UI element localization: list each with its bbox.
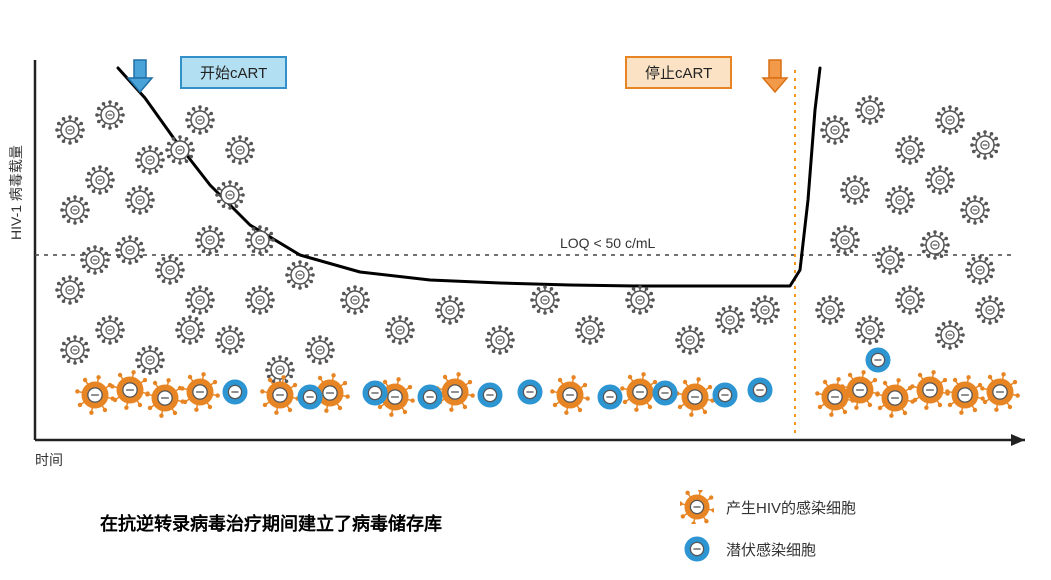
- productive-cell-icon: [680, 490, 714, 524]
- start-cart-label: 开始cART: [180, 56, 287, 89]
- chart-caption: 在抗逆转录病毒治疗期间建立了病毒储存库: [100, 510, 442, 536]
- latent-cell-icon: [680, 532, 714, 566]
- legend: 产生HIV的感染细胞 潜伏感染细胞: [680, 490, 856, 574]
- legend-productive: 产生HIV的感染细胞: [680, 490, 856, 524]
- legend-latent: 潜伏感染细胞: [680, 532, 856, 566]
- chart-svg: [0, 0, 1051, 460]
- stop-cart-label: 停止cART: [625, 56, 732, 89]
- legend-latent-label: 潜伏感染细胞: [726, 539, 816, 560]
- legend-productive-label: 产生HIV的感染细胞: [726, 497, 856, 518]
- loq-label: LOQ < 50 c/mL: [560, 235, 655, 251]
